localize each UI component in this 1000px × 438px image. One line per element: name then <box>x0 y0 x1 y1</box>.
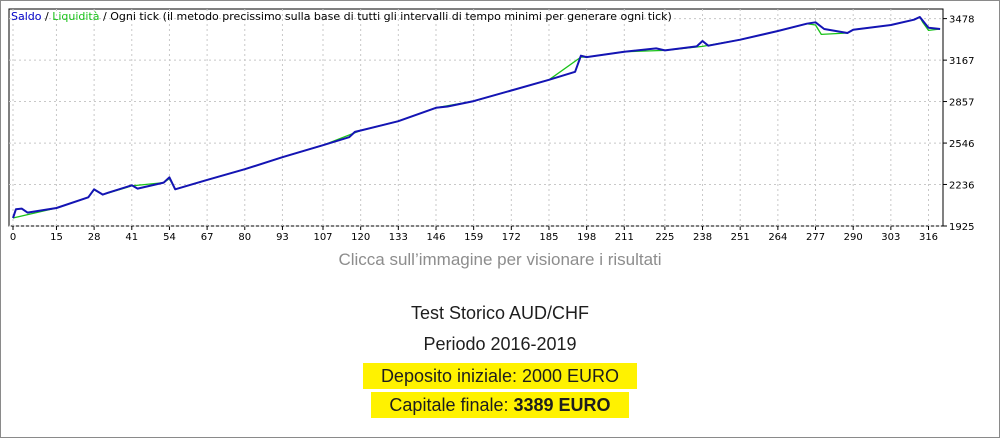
x-tick-label: 159 <box>464 232 483 243</box>
x-tick-label: 28 <box>88 232 101 243</box>
x-tick-label: 277 <box>806 232 825 243</box>
final-capital-highlight: Capitale finale: 3389 EURO <box>371 392 629 418</box>
y-tick-label: 3167 <box>949 56 974 67</box>
legend-separator: / <box>99 10 111 23</box>
x-tick-label: 238 <box>693 232 712 243</box>
x-tick-label: 316 <box>919 232 938 243</box>
x-tick-label: 107 <box>313 232 332 243</box>
deposit-highlight: Deposito iniziale: 2000 EURO <box>362 363 638 389</box>
x-tick-label: 146 <box>426 232 445 243</box>
final-capital-row: Capitale finale: 3389 EURO <box>1 392 999 418</box>
legend-saldo: Saldo <box>11 10 42 23</box>
deposit-row: Deposito iniziale: 2000 EURO <box>1 363 999 389</box>
final-capital-label: Capitale finale: <box>389 395 514 415</box>
x-tick-label: 0 <box>10 232 16 243</box>
equity-chart-svg: 0 15 28 41 54 67 80 93 107 120 133 146 159 172 185 198 2… <box>8 8 974 243</box>
x-tick-label: 172 <box>502 232 521 243</box>
click-hint[interactable]: Clicca sull’immagine per visionare i ris… <box>338 250 662 269</box>
x-tick-label: 198 <box>577 232 596 243</box>
x-tick-label: 185 <box>539 232 558 243</box>
series-line-saldo <box>12 16 941 219</box>
legend-liquidita: Liquidità <box>52 10 100 23</box>
x-tick-label: 264 <box>768 232 787 243</box>
legend-model: Ogni tick (il metodo precissimo sulla ba… <box>110 10 672 23</box>
x-tick-label: 303 <box>881 232 900 243</box>
x-tick-label: 133 <box>389 232 408 243</box>
y-tick-label: 2236 <box>949 180 974 191</box>
x-tick-label: 93 <box>276 232 289 243</box>
final-capital-value: 3389 EURO <box>513 395 611 415</box>
y-tick-label: 3478 <box>949 15 974 26</box>
test-title: Test Storico AUD/CHF <box>410 303 590 323</box>
chart-legend: Saldo / Liquidità / Ogni tick (il metodo… <box>11 10 672 23</box>
y-tick-label: 2857 <box>949 98 974 109</box>
y-tick-label: 1925 <box>949 222 974 233</box>
x-tick-label: 67 <box>201 232 214 243</box>
legend-separator: / <box>41 10 53 23</box>
equity-chart[interactable]: 0 15 28 41 54 67 80 93 107 120 133 146 159 172 185 198 2… <box>1 1 999 245</box>
test-period: Periodo 2016-2019 <box>423 334 577 354</box>
x-tick-label: 120 <box>351 232 370 243</box>
x-tick-label: 251 <box>731 232 750 243</box>
x-tick-label: 80 <box>238 232 251 243</box>
x-tick-label: 211 <box>615 232 634 243</box>
x-tick-label: 41 <box>125 232 138 243</box>
plot-area <box>8 8 944 227</box>
x-tick-label: 225 <box>655 232 674 243</box>
x-tick-label: 15 <box>50 232 63 243</box>
x-tick-label: 290 <box>844 232 863 243</box>
y-tick-label: 2546 <box>949 139 974 150</box>
x-tick-label: 54 <box>163 232 176 243</box>
